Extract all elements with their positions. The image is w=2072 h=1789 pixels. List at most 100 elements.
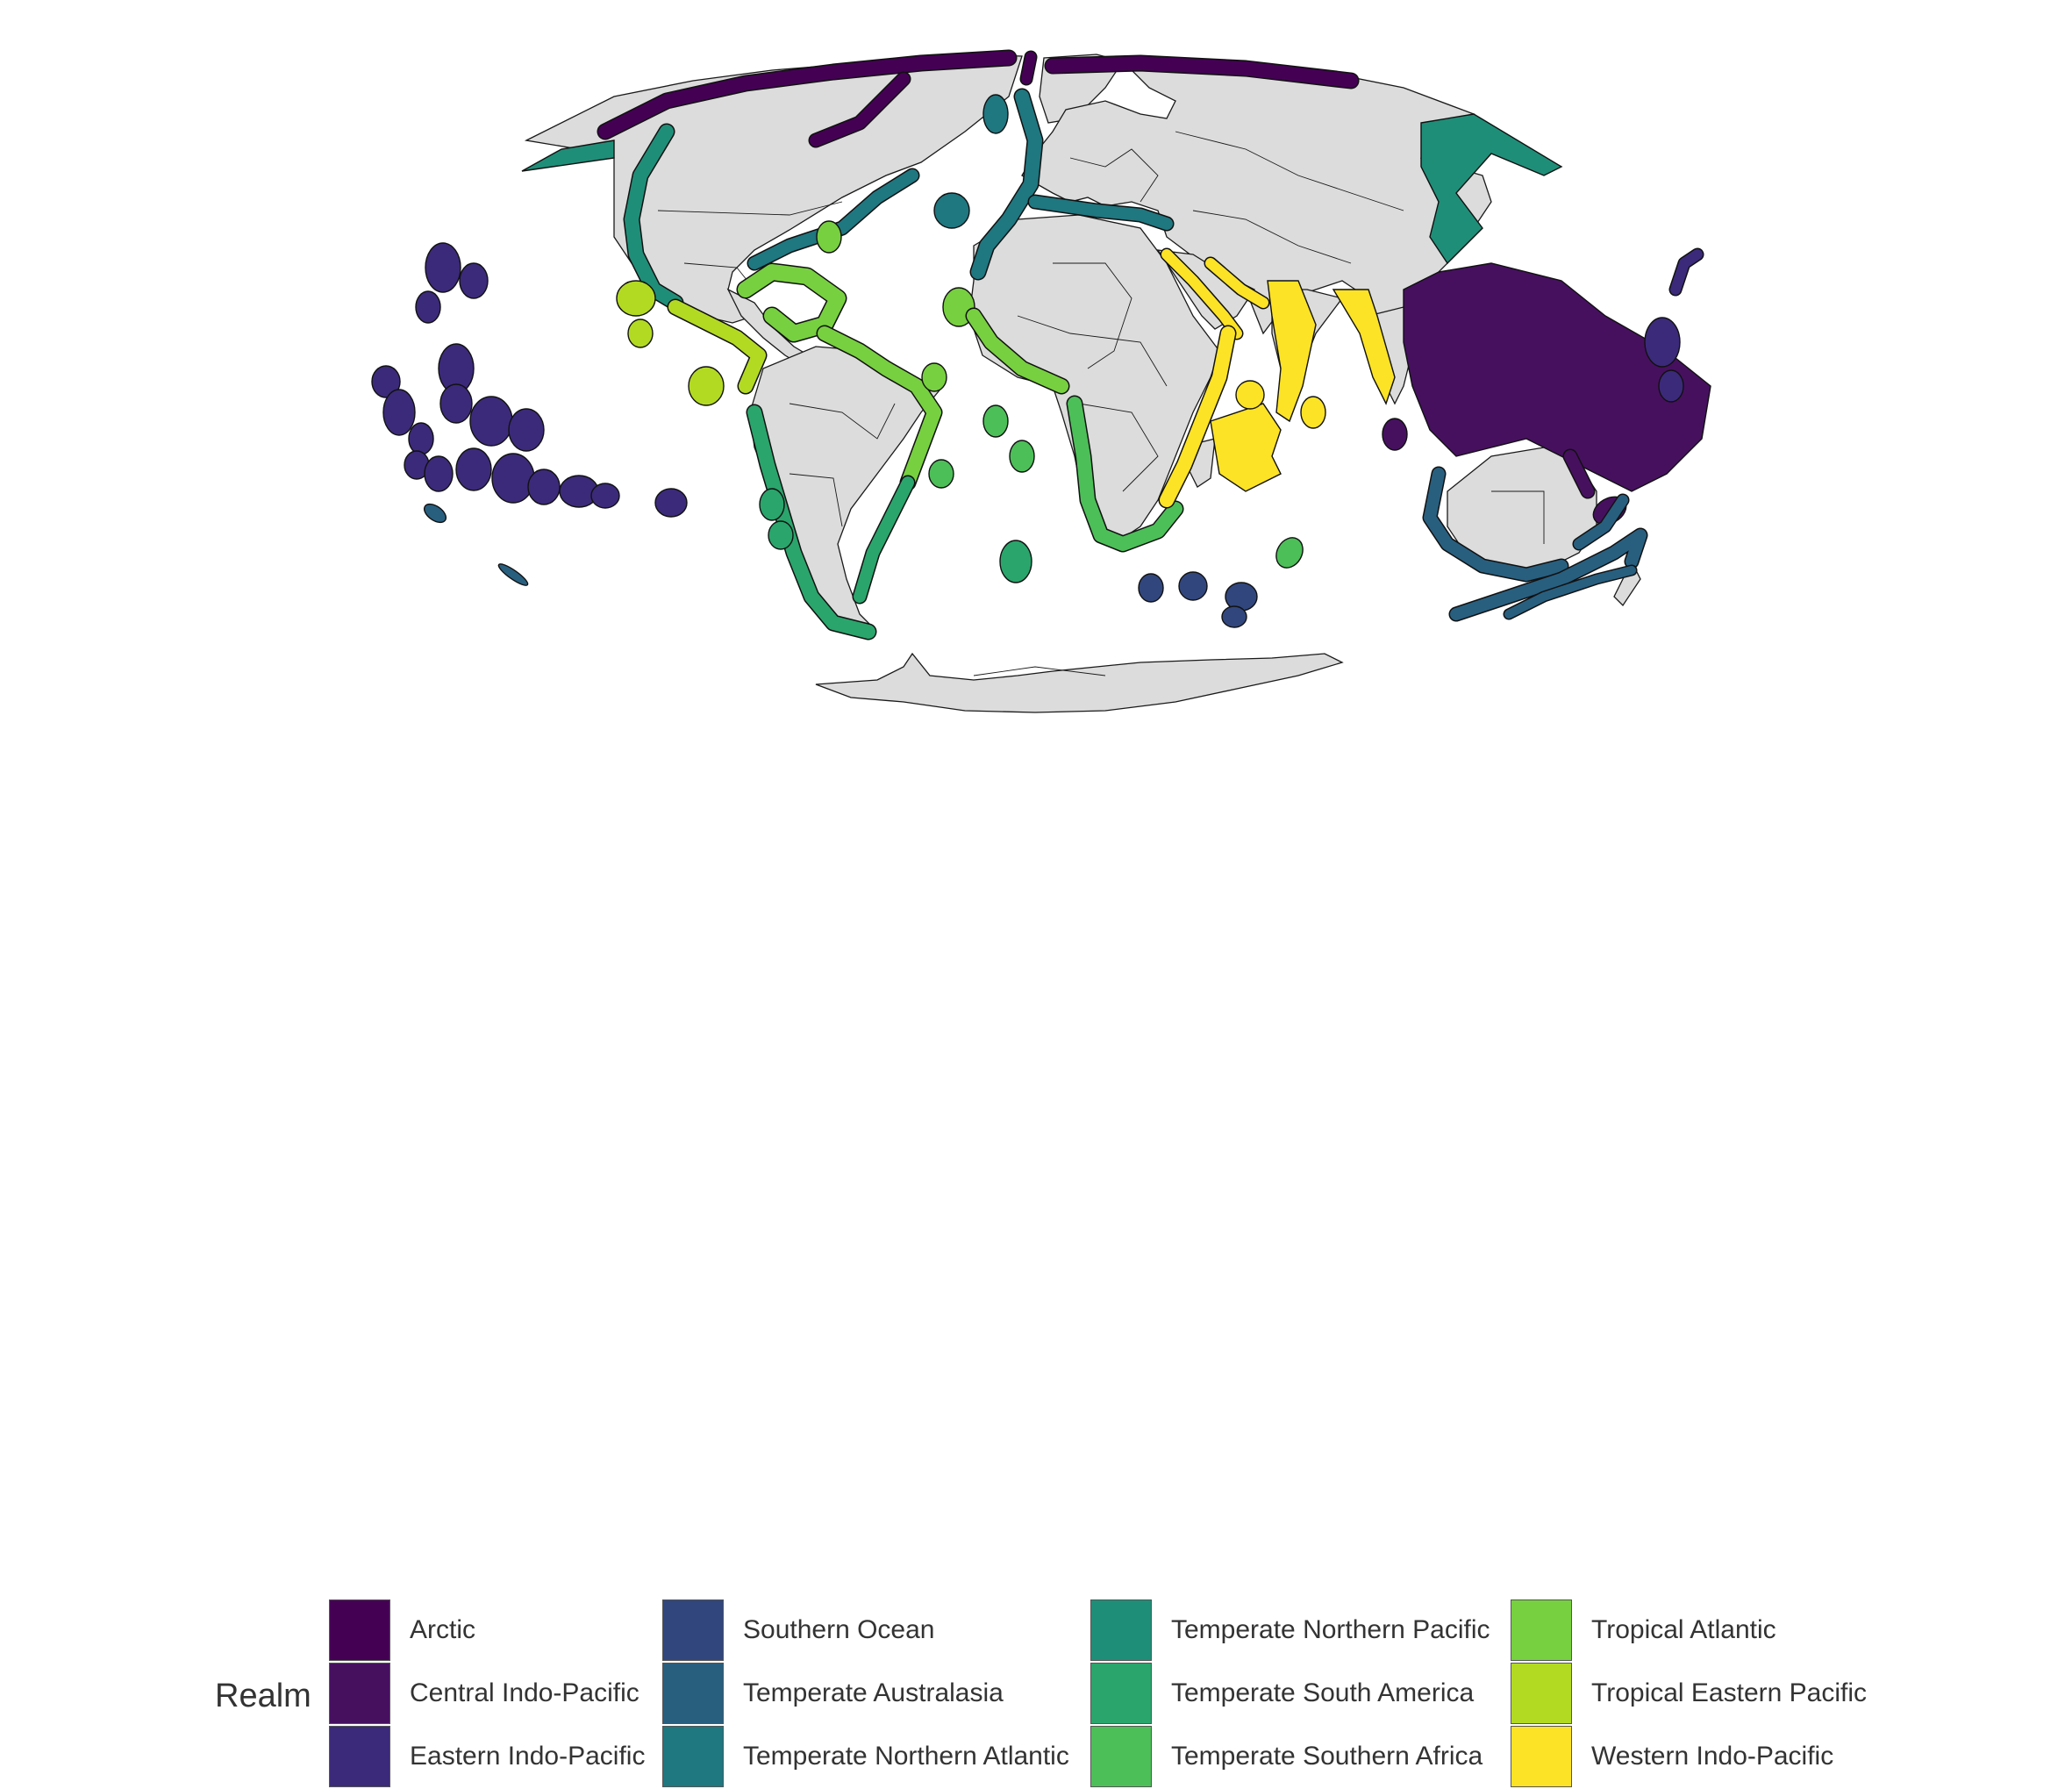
realm-zone	[1161, 249, 1242, 339]
realm-island-zone	[616, 280, 656, 317]
legend-swatch	[1090, 1663, 1152, 1724]
legend-swatch	[329, 1726, 390, 1787]
land-africa	[968, 214, 1220, 545]
legend-label: Eastern Indo-Pacific	[410, 1742, 646, 1771]
realm-zone	[810, 73, 910, 147]
legend-swatch	[329, 1663, 390, 1724]
legend-label: Tropical Atlantic	[1591, 1615, 1776, 1644]
realm-zone	[1332, 289, 1396, 405]
realm-island-zone	[688, 366, 725, 406]
realm-island-zone	[759, 488, 785, 521]
realm-zone	[1210, 403, 1282, 492]
legend-swatch	[1511, 1663, 1572, 1724]
legend-swatch	[1090, 1726, 1152, 1787]
realm-zone	[967, 309, 1068, 393]
border-line	[1491, 490, 1545, 544]
border-line	[1053, 262, 1132, 369]
legend-swatch	[1090, 1599, 1152, 1661]
realm-zone	[1021, 52, 1036, 84]
realm-island-zone	[982, 404, 1009, 438]
land-antarctica	[815, 652, 1344, 713]
realm-zone	[1068, 397, 1182, 551]
land-north-america	[524, 54, 1023, 324]
border-line	[657, 201, 843, 216]
realm-zone	[1670, 249, 1703, 295]
border-line	[1078, 403, 1159, 492]
legend-label: Western Indo-Pacific	[1591, 1742, 1834, 1771]
realm-island-zone	[497, 563, 529, 586]
realm-island-zone	[459, 262, 489, 299]
realm-zone	[521, 140, 615, 172]
legend-title: Realm	[215, 1678, 311, 1714]
realm-island-zone	[455, 447, 492, 491]
realm-island-zone	[508, 408, 545, 452]
border-line	[1192, 210, 1352, 264]
legend-label: Temperate South America	[1171, 1678, 1475, 1707]
realm-island-zone	[999, 540, 1032, 583]
border-line	[1017, 315, 1168, 387]
legend-label: Tropical Eastern Pacific	[1591, 1678, 1868, 1707]
realm-island-zone	[1138, 573, 1164, 603]
realm-island-zone	[933, 192, 970, 229]
realm-island-zone	[423, 503, 447, 524]
border-line	[1069, 148, 1159, 203]
realm-zone	[1046, 56, 1358, 88]
legend-swatch	[662, 1726, 724, 1787]
realm-zone	[1424, 468, 1568, 581]
realm-island-zone	[469, 396, 513, 447]
realm-zone	[1160, 326, 1235, 507]
country-borders	[657, 131, 1545, 676]
legend-label: Arctic	[410, 1615, 475, 1644]
realm-island-zone	[921, 362, 947, 392]
border-line	[973, 666, 1106, 676]
realm-zone	[748, 169, 918, 269]
legend-label: Temperate Southern Africa	[1171, 1742, 1483, 1771]
legend-swatch	[662, 1663, 724, 1724]
realm-island-zone	[1658, 369, 1684, 403]
realm-zone	[1564, 450, 1594, 497]
realm-island-zone	[415, 290, 441, 324]
realm-zones	[371, 49, 1711, 640]
border-line	[789, 473, 843, 527]
legend-swatch	[1511, 1599, 1572, 1661]
realm-zone	[668, 300, 766, 393]
legend-label: Temperate Northern Pacific	[1171, 1615, 1490, 1644]
realm-island-zone	[382, 389, 416, 436]
realm-zone	[1205, 258, 1268, 308]
realm-island-zone	[371, 365, 401, 398]
realm-zone	[1574, 495, 1628, 549]
realm-zone	[1420, 113, 1563, 265]
realm-zone	[598, 51, 1016, 139]
realm-zone	[1403, 262, 1711, 492]
realm-island-zone	[408, 422, 434, 455]
realm-island-zone	[768, 520, 794, 550]
realm-island-zone	[1221, 605, 1247, 628]
legend-swatch	[662, 1599, 724, 1661]
realm-island-zone	[928, 459, 954, 489]
realm-zone	[1504, 566, 1636, 619]
border-line	[789, 403, 896, 440]
realm-island-zone	[1382, 418, 1408, 451]
legend-label: Central Indo-Pacific	[410, 1678, 639, 1707]
realm-island-zone	[982, 94, 1009, 134]
realm-zone	[1450, 529, 1647, 620]
realm-zone	[971, 89, 1042, 279]
realm-island-zone	[627, 318, 654, 348]
realm-zone	[818, 326, 941, 490]
legend-label: Southern Ocean	[743, 1615, 935, 1644]
realm-island-zone	[425, 242, 461, 293]
world-map	[371, 49, 1711, 713]
realm-island-zone	[1009, 440, 1035, 473]
realm-zone	[747, 405, 875, 639]
realm-zone	[854, 476, 914, 603]
realm-island-zone	[1275, 537, 1304, 569]
legend-swatch	[329, 1599, 390, 1661]
border-line	[1175, 131, 1404, 211]
realm-zone	[738, 264, 846, 341]
realm-island-zone	[527, 469, 561, 505]
legend-label: Temperate Australasia	[743, 1678, 1004, 1707]
realm-island-zone	[1644, 317, 1681, 368]
realm-island-zone	[816, 220, 842, 254]
legend-swatch	[1511, 1726, 1572, 1787]
realm-island-zone	[1178, 571, 1208, 601]
